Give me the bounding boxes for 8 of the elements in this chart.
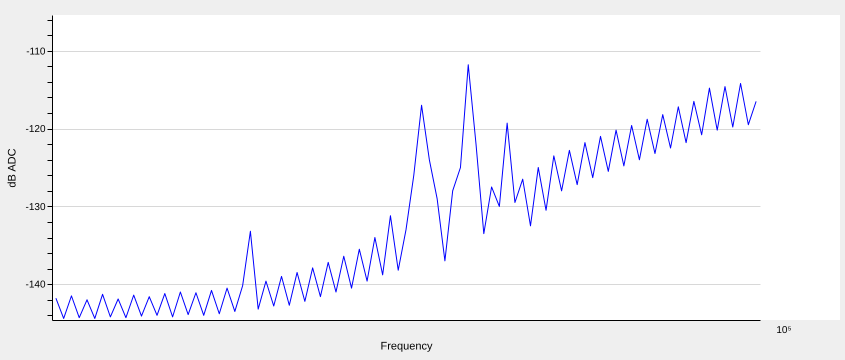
y-axis-title: dB ADC — [6, 148, 18, 188]
x-axis-title: Frequency — [380, 340, 433, 352]
y-tick-label: -120 — [25, 124, 46, 136]
text: 10⁵ — [776, 325, 792, 336]
y-tick-label: -130 — [25, 202, 46, 213]
y-tick-label: -110 — [26, 46, 46, 58]
y-tick-label: -140 — [25, 280, 46, 291]
line-series — [55, 64, 757, 319]
